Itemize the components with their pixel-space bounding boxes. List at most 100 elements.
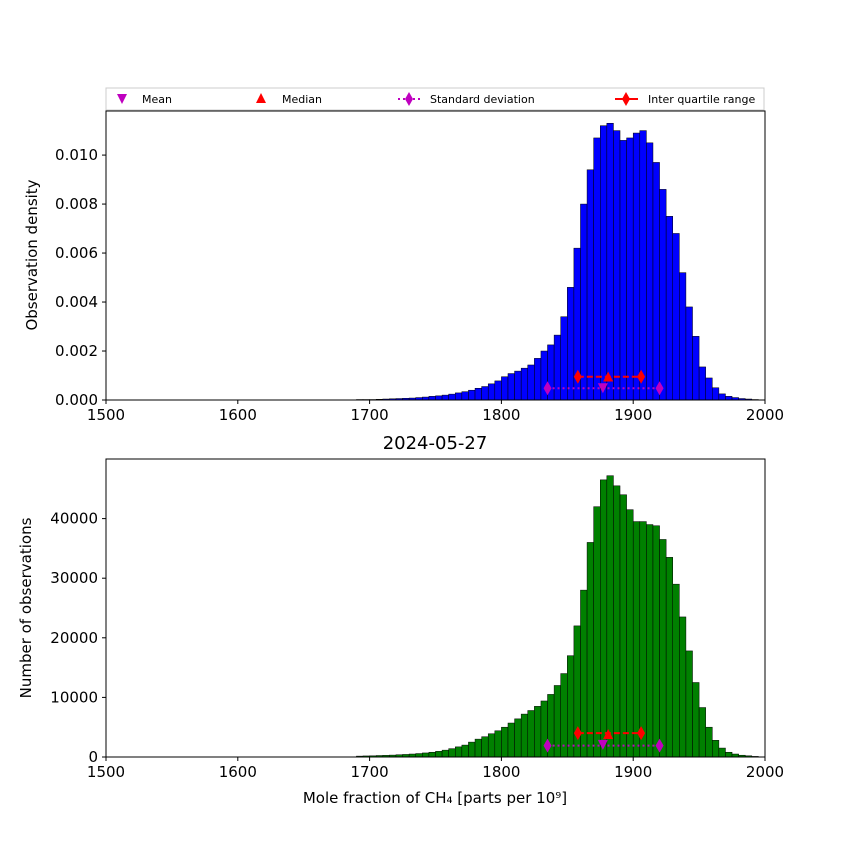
y-tick-label: 20000: [50, 629, 98, 647]
histogram-bar: [520, 713, 529, 758]
histogram-bar: [448, 748, 456, 758]
histogram-bar: [600, 479, 608, 758]
y-tick-label: 0.008: [55, 195, 98, 213]
std-high-marker: [655, 381, 664, 396]
bottom-panel: 1500 1600 1700 1800 1900 2000 0 10000 20000 3000…: [17, 458, 784, 807]
histogram-bar: [514, 718, 522, 758]
histogram-bar: [718, 393, 726, 401]
histogram-bar: [718, 747, 726, 758]
x-tick-label: 1700: [351, 406, 389, 424]
histogram-bar: [487, 383, 496, 401]
histogram-bar: [619, 494, 627, 758]
mean-marker: [597, 739, 608, 750]
std-marker-icon: [405, 92, 413, 106]
histogram-bar: [672, 233, 680, 401]
histogram-bar: [712, 387, 720, 401]
histogram-bar: [606, 475, 614, 758]
histogram-bar: [441, 749, 449, 758]
x-tick-label: 1900: [614, 763, 652, 781]
histogram-bar: [468, 741, 476, 758]
std-high-marker: [655, 738, 664, 753]
bottom-axes-frame: [105, 458, 766, 758]
mean-marker: [597, 383, 608, 394]
iqr-marker-icon: [622, 92, 630, 106]
median-marker: [603, 371, 614, 382]
histogram-bar: [534, 706, 542, 758]
histogram-bar: [494, 380, 502, 401]
iqr-high-marker: [637, 369, 646, 384]
std-low-marker: [543, 381, 552, 396]
histogram-bar: [435, 751, 443, 758]
histogram-bar: [514, 370, 522, 401]
histogram-bar: [507, 722, 515, 758]
histogram-bar: [646, 142, 654, 401]
histogram-bar: [580, 589, 588, 758]
histogram-bar: [441, 394, 449, 401]
histogram-bar: [487, 733, 496, 758]
x-tick-label: 2000: [746, 763, 784, 781]
histogram-bar: [692, 682, 700, 758]
histogram-bar: [665, 557, 673, 758]
mean-marker-icon: [117, 94, 127, 104]
histogram-bar: [474, 738, 482, 758]
top-x-ticks: 1500 1600 1700 1800 1900 2000: [87, 400, 784, 424]
legend-iqr-label: Inter quartile range: [648, 93, 755, 106]
legend-mean-label: Mean: [142, 93, 172, 106]
legend-std-label: Standard deviation: [430, 93, 535, 106]
y-tick-label: 0.004: [55, 293, 98, 311]
chart-title: 2024-05-27: [383, 433, 488, 454]
histogram-bar: [600, 125, 608, 401]
histogram-bar: [659, 189, 667, 401]
bottom-y-ticks: 0 10000 20000 30000 40000: [50, 510, 106, 766]
histogram-bar: [692, 336, 700, 401]
histogram-bar: [665, 216, 673, 401]
histogram-bar: [639, 130, 647, 401]
y-tick-label: 0: [88, 748, 98, 766]
histogram-bar: [580, 203, 588, 401]
legend-frame: [105, 87, 765, 111]
bottom-bars: [356, 475, 759, 758]
histogram-bar: [685, 306, 693, 401]
histogram-bar: [705, 726, 713, 758]
y-tick-label: 40000: [50, 510, 98, 528]
x-tick-label: 1800: [482, 406, 520, 424]
top-panel: 1500 1600 1700 1800 1900 2000 0.000 0.002 0.004…: [23, 110, 784, 424]
histogram-bar: [527, 710, 535, 758]
iqr-high-marker: [637, 726, 646, 741]
histogram-bar: [698, 366, 706, 401]
histogram-bar: [481, 386, 489, 401]
histogram-bar: [428, 396, 436, 401]
histogram-bar: [632, 132, 641, 401]
x-tick-label: 1800: [482, 763, 520, 781]
x-tick-label: 1600: [219, 763, 257, 781]
histogram-bar: [626, 509, 634, 758]
histogram-bar: [613, 130, 621, 401]
legend: Mean Median Standard deviation Inter qua…: [105, 87, 765, 111]
histogram-bar: [672, 583, 680, 758]
histogram-bar: [698, 707, 706, 758]
top-statistics-markers: [543, 369, 664, 396]
x-tick-label: 1700: [351, 763, 389, 781]
histogram-bar: [705, 377, 713, 401]
histogram-bar: [606, 122, 614, 401]
y-tick-label: 0.010: [55, 146, 98, 164]
std-low-marker: [543, 738, 552, 753]
histogram-bar: [468, 389, 476, 401]
histogram-bar: [455, 746, 463, 758]
histogram-bar: [435, 395, 443, 401]
histogram-bar: [619, 140, 627, 401]
x-tick-label: 1900: [614, 406, 652, 424]
histogram-bar: [455, 392, 463, 401]
legend-median-label: Median: [282, 93, 322, 106]
histogram-bar: [685, 650, 693, 758]
y-tick-label: 0.006: [55, 244, 98, 262]
histogram-bar: [725, 751, 733, 758]
histogram-bar: [593, 137, 601, 401]
histogram-bar: [527, 364, 535, 401]
median-marker-icon: [256, 93, 266, 103]
histogram-bar: [501, 726, 509, 758]
histogram-bar: [646, 524, 654, 758]
histogram-bar: [659, 539, 667, 758]
top-y-axis-label: Observation density: [23, 179, 41, 330]
